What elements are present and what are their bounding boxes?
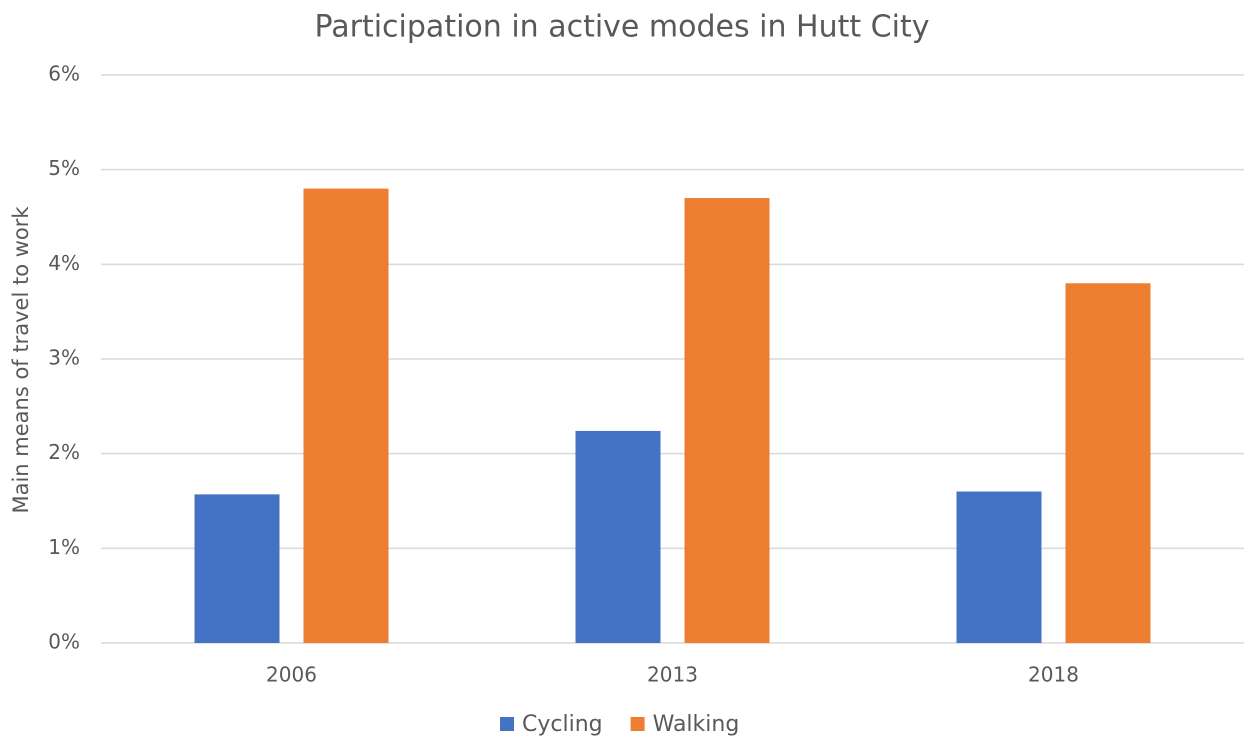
legend-label: Cycling [522,712,603,737]
legend-swatch [500,717,514,731]
x-tick-label: 2006 [266,663,317,687]
bar [303,188,389,643]
bar [684,198,770,644]
y-tick-label: 4% [48,251,80,275]
y-axis-title: Main means of travel to work [9,206,33,514]
chart-title: Participation in active modes in Hutt Ci… [315,10,930,45]
x-tick-label: 2018 [1028,663,1079,687]
y-tick-label: 0% [48,630,80,654]
y-tick-label: 6% [48,62,80,86]
bar [575,430,661,643]
x-tick-label: 2013 [647,663,698,687]
bar [194,494,280,643]
y-tick-label: 3% [48,346,80,370]
y-tick-label: 1% [48,535,80,559]
y-tick-label: 2% [48,440,80,464]
y-tick-label: 5% [48,156,80,180]
bar [1065,283,1151,643]
legend-label: Walking [653,712,740,737]
bar [956,491,1042,643]
legend-swatch [630,717,645,731]
